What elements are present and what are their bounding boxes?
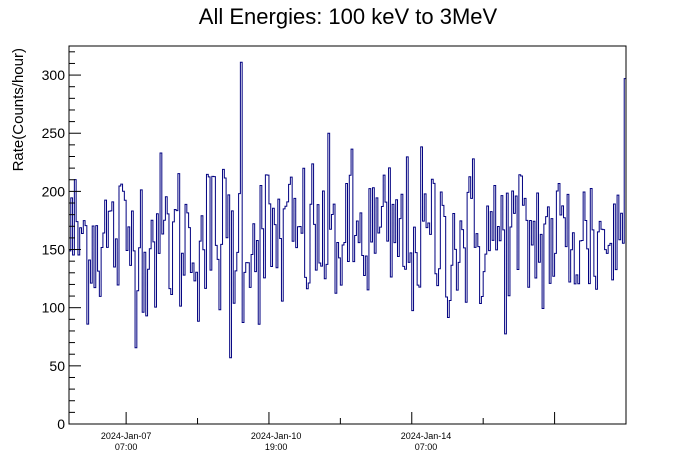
x-tick-label-date: 2024-Jan-07 [101, 431, 152, 441]
series-group [69, 61, 626, 359]
y-axis: 0 50 100 150 200 250 300 [42, 51, 81, 432]
y-tick-label: 150 [42, 242, 66, 258]
y-axis-label: Rate(Counts/hour) [10, 48, 27, 171]
y-tick-label: 250 [42, 125, 66, 141]
x-axis: 2024-Jan-0707:002024-Jan-1019:002024-Jan… [101, 412, 627, 452]
x-tick-label-date: 2024-Jan-14 [401, 431, 452, 441]
y-tick-label: 300 [42, 67, 66, 83]
x-tick-label-date: 2024-Jan-10 [251, 431, 302, 441]
plot-frame [68, 45, 627, 425]
y-tick-label: 0 [57, 416, 65, 432]
y-tick-label: 100 [42, 300, 66, 316]
series-line [69, 61, 626, 359]
x-tick-label-time: 19:00 [265, 442, 288, 452]
y-tick-label: 50 [49, 358, 65, 374]
chart-title: All Energies: 100 keV to 3MeV [199, 4, 498, 29]
x-tick-label-time: 07:00 [115, 442, 138, 452]
y-tick-label: 200 [42, 183, 66, 199]
x-tick-label-time: 07:00 [415, 442, 438, 452]
